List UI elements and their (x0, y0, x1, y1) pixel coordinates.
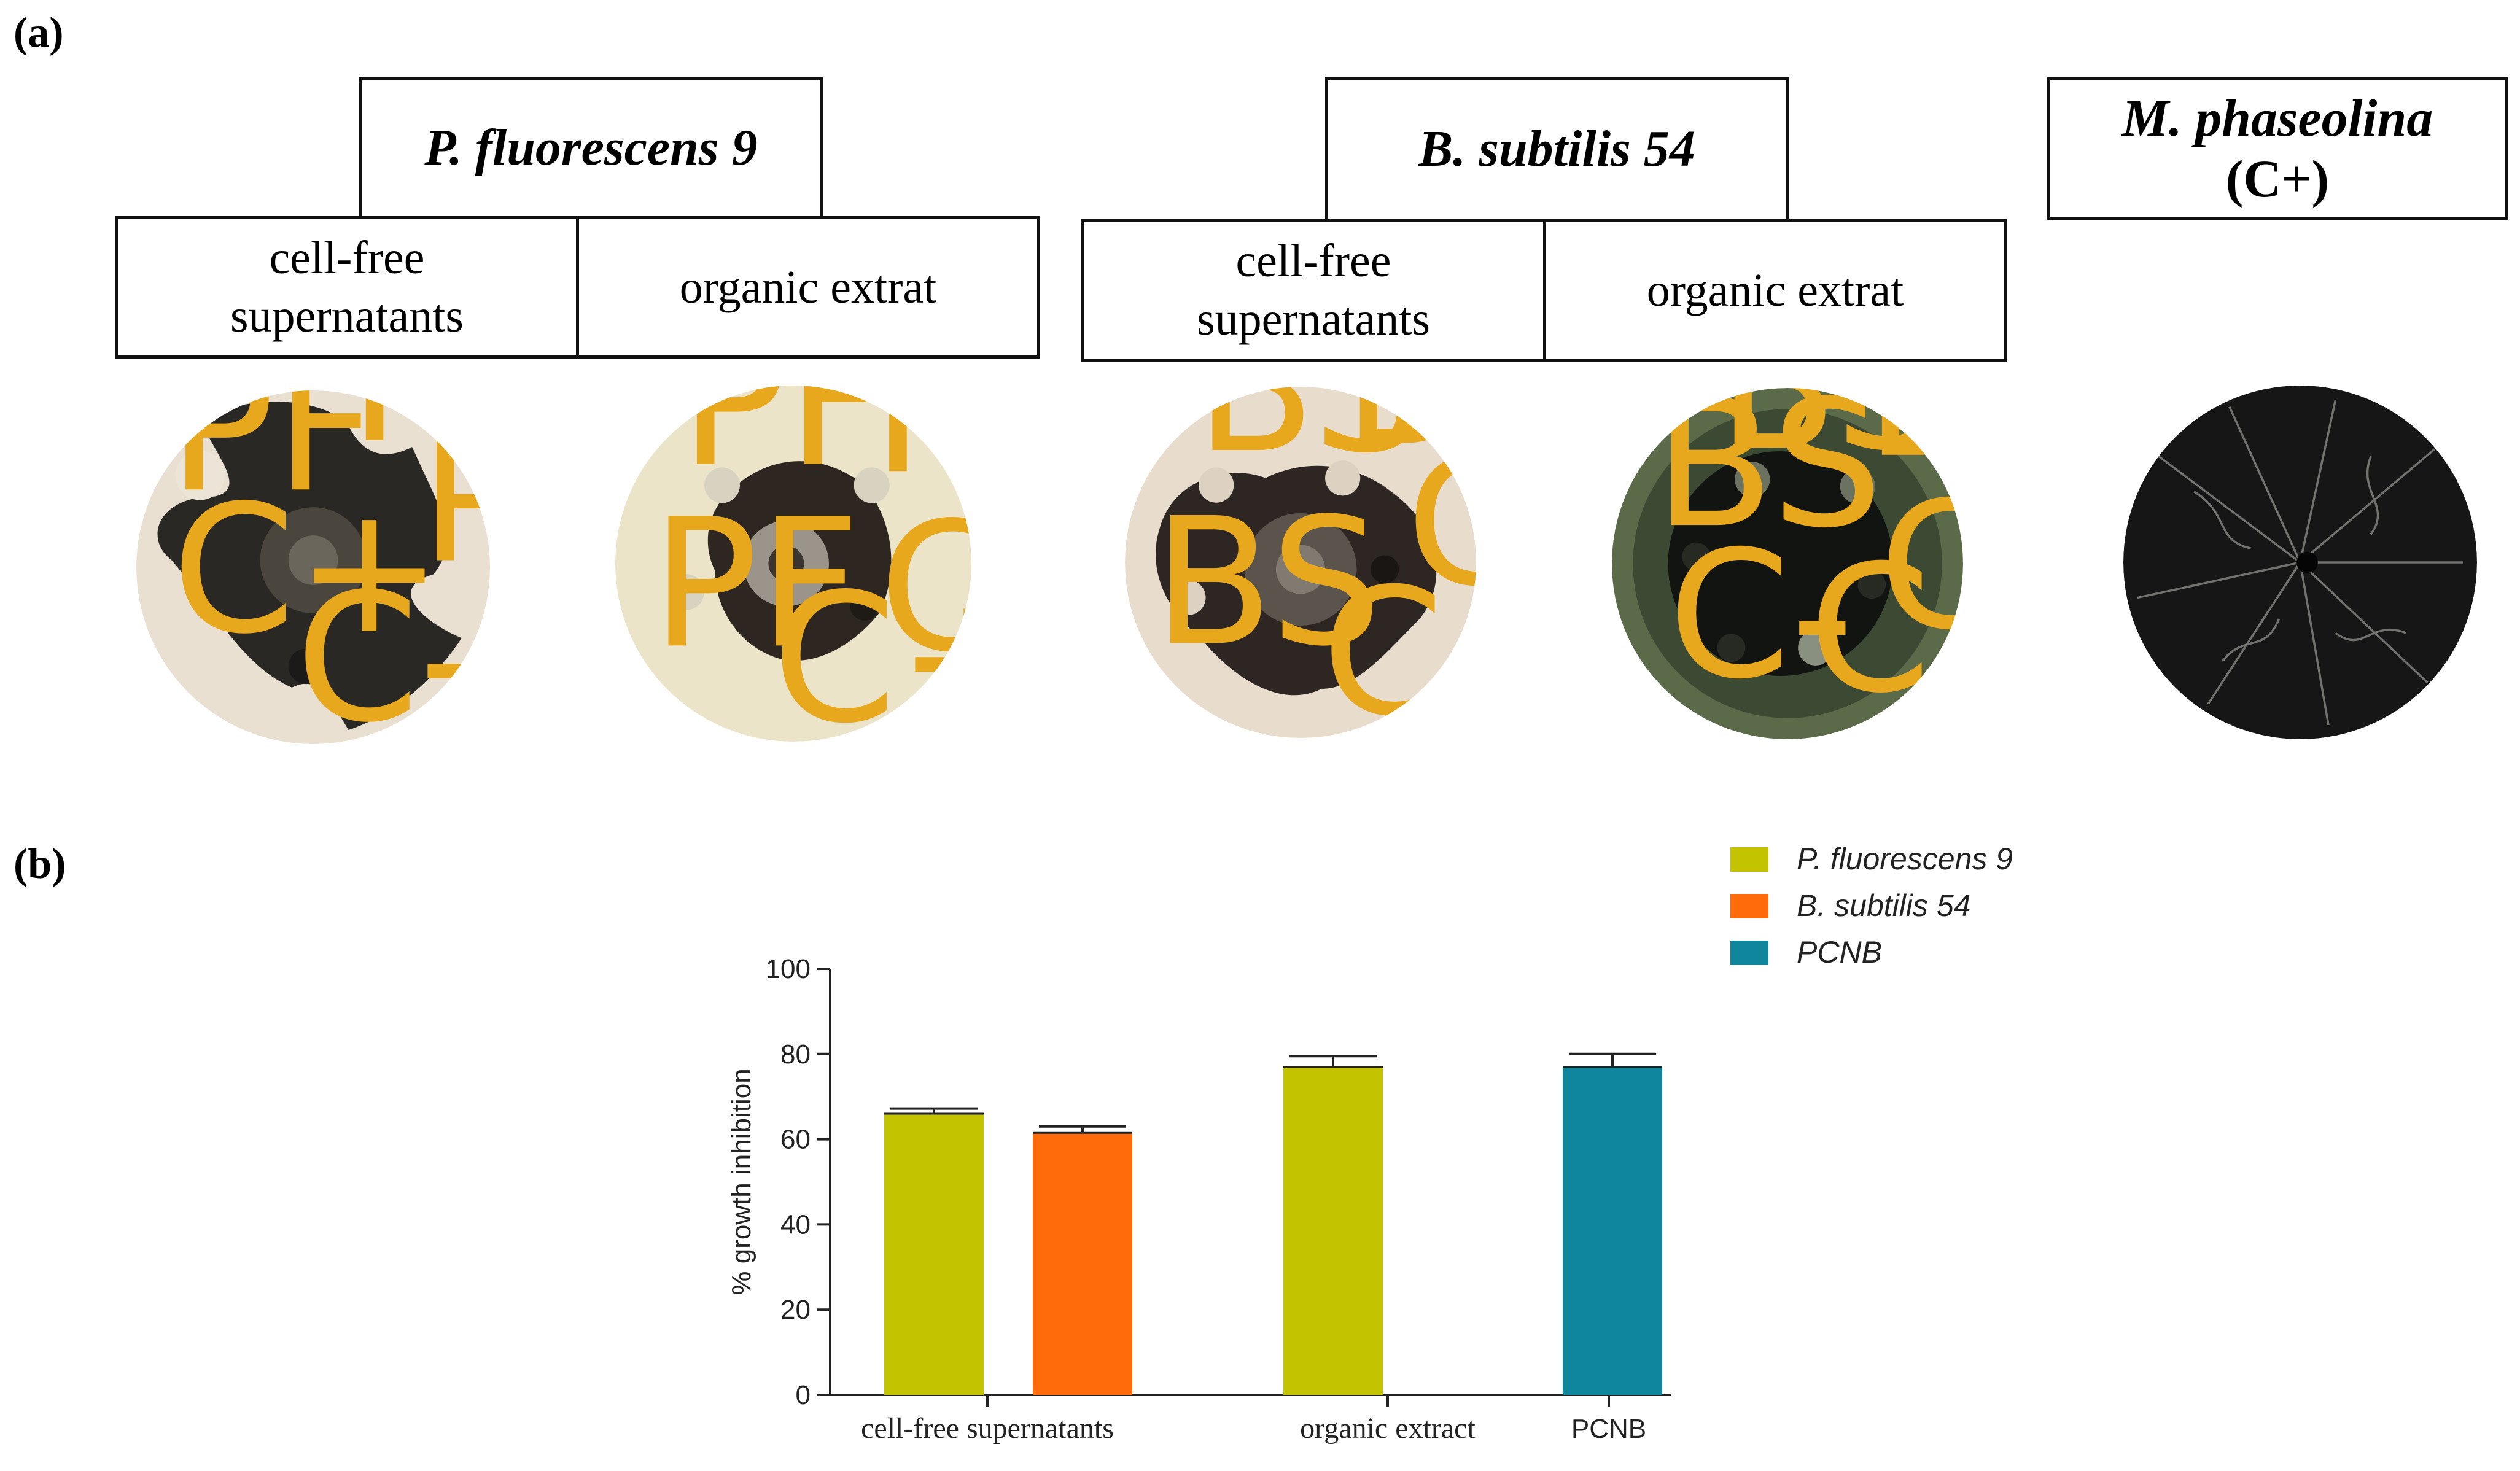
chart-layer: 0 20 40 60 80 100 % growth inhibition cell-free… (726, 842, 2013, 1445)
panel-label-a: (a) (14, 9, 64, 56)
well-label: PF (651, 481, 861, 688)
pf-sup-box: cell-free supernatants (115, 216, 579, 359)
bs-title-box: B. subtilis 54 (1325, 77, 1789, 222)
bs-sup-line1: cell-free (1235, 235, 1391, 287)
y-tick-label: 40 (780, 1209, 811, 1240)
y-tick-label: 80 (780, 1039, 811, 1069)
bar (1563, 1066, 1662, 1395)
y-tick-label: 60 (780, 1125, 811, 1155)
mp-title-box: M. phaseolina (C+) (2047, 77, 2508, 220)
bs-org-label: organic extrat (1646, 264, 1904, 316)
petri-dish-bs-organic: BS BS BS C- C- C+ (1612, 388, 1963, 739)
well-label: PF (679, 386, 889, 507)
bar (1283, 1066, 1383, 1395)
petri-dish-bs-organic-art: BS BS BS C- C- C+ (1612, 388, 1963, 739)
y-tick-label: 100 (766, 954, 811, 984)
x-category-label: PCNB (1571, 1414, 1646, 1444)
pf-title: P. fluorescens 9 (424, 118, 758, 176)
bar (1033, 1133, 1132, 1395)
bs-title: B. subtilis 54 (1418, 120, 1695, 178)
pf-sup-line1: cell-free (269, 232, 425, 284)
y-tick-label: 20 (780, 1295, 811, 1325)
pf-org-label: organic extrat (679, 261, 937, 313)
pf-sup-line2: supernatants (230, 290, 464, 342)
x-category-label: cell-free supernatants (861, 1412, 1114, 1445)
petri-dish-mphaseolina-art (2123, 386, 2477, 739)
well-label: C+ (172, 467, 443, 673)
mp-title-line1: M. phaseolina (2121, 88, 2433, 148)
bs-sup-line2: supernatants (1197, 293, 1430, 345)
y-tick-label: 0 (796, 1380, 811, 1410)
legend-label: PCNB (1797, 935, 1882, 969)
well-label: BS (1654, 388, 1883, 567)
legend-swatch (1730, 894, 1768, 918)
well-label: C- (1668, 514, 1854, 718)
mp-title-line2: (C+) (2225, 149, 2330, 208)
pf-org-box: organic extrat (576, 216, 1040, 359)
x-category-label: organic extract (1300, 1412, 1476, 1445)
panel-label-b: (b) (14, 840, 66, 888)
legend-label: B. subtilis 54 (1797, 888, 1970, 923)
bar (884, 1113, 984, 1395)
petri-dish-mphaseolina (2123, 386, 2477, 739)
bs-org-box: organic extrat (1543, 219, 2007, 362)
y-axis-label: % growth inhibition (726, 1068, 756, 1295)
legend-label: P. fluorescens 9 (1797, 842, 2013, 876)
legend-swatch (1730, 941, 1768, 965)
well-label: BS (1153, 481, 1382, 685)
bs-sup-box: cell-free supernatants (1081, 219, 1546, 362)
pf-title-box: P. fluorescens 9 (359, 77, 823, 219)
legend-swatch (1730, 847, 1768, 872)
